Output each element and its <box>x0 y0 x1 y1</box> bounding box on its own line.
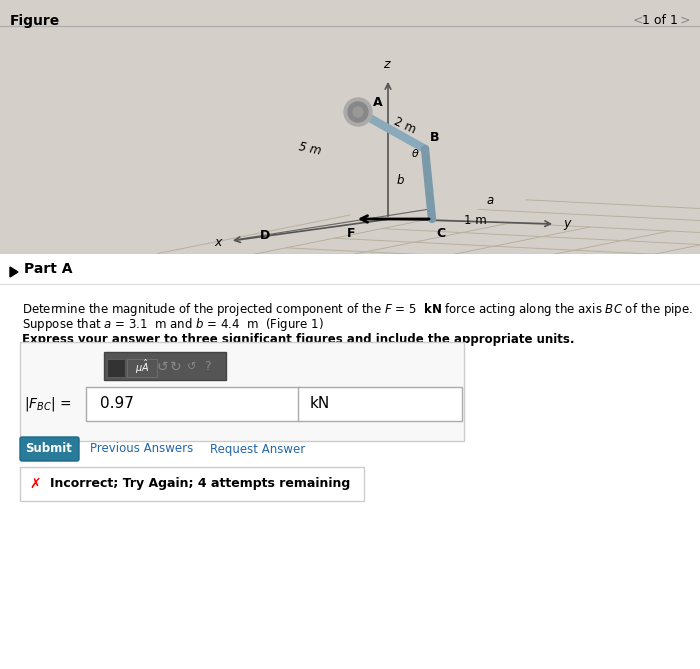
Text: b: b <box>396 175 404 187</box>
Circle shape <box>348 102 368 122</box>
Text: ?: ? <box>204 361 210 373</box>
FancyBboxPatch shape <box>0 254 700 669</box>
Text: y: y <box>563 217 570 231</box>
Text: z: z <box>383 58 389 71</box>
Text: Part A: Part A <box>24 262 73 276</box>
Text: A: A <box>373 96 383 109</box>
Polygon shape <box>10 267 18 277</box>
Text: ↺: ↺ <box>188 362 197 372</box>
Text: ↻: ↻ <box>170 360 182 374</box>
FancyBboxPatch shape <box>20 437 79 461</box>
Text: $|F_{BC}|$ =: $|F_{BC}|$ = <box>24 395 71 413</box>
Text: D: D <box>260 229 270 242</box>
FancyBboxPatch shape <box>20 467 364 501</box>
Text: Request Answer: Request Answer <box>210 442 305 456</box>
Text: B: B <box>430 131 440 144</box>
Text: Previous Answers: Previous Answers <box>90 442 193 456</box>
Text: Express your answer to three significant figures and include the appropriate uni: Express your answer to three significant… <box>22 333 575 346</box>
Text: 5 m: 5 m <box>298 140 323 158</box>
Text: 1 m: 1 m <box>464 215 486 227</box>
Text: kN: kN <box>310 397 330 411</box>
Text: ↺: ↺ <box>156 360 168 374</box>
Text: Figure: Figure <box>10 14 60 28</box>
FancyBboxPatch shape <box>107 359 125 377</box>
Text: <: < <box>633 14 643 27</box>
Text: Determine the magnitude of the projected component of the $F$ = 5  $\bf{kN}$ for: Determine the magnitude of the projected… <box>22 301 693 318</box>
Text: 0.97: 0.97 <box>100 397 134 411</box>
Text: x: x <box>215 237 222 250</box>
Circle shape <box>344 98 372 126</box>
FancyBboxPatch shape <box>127 359 157 377</box>
Text: ✗: ✗ <box>29 477 41 491</box>
Text: a: a <box>486 195 493 207</box>
FancyBboxPatch shape <box>298 387 462 421</box>
Text: Incorrect; Try Again; 4 attempts remaining: Incorrect; Try Again; 4 attempts remaini… <box>50 478 350 490</box>
Text: >: > <box>680 14 690 27</box>
Text: Submit: Submit <box>26 442 72 456</box>
Circle shape <box>353 107 363 117</box>
Text: Suppose that $a$ = 3.1  m and $b$ = 4.4  m  (Figure 1): Suppose that $a$ = 3.1 m and $b$ = 4.4 m… <box>22 316 323 333</box>
Text: 2 m: 2 m <box>392 115 418 136</box>
FancyBboxPatch shape <box>20 342 464 441</box>
Text: $\mu\hat{A}$: $\mu\hat{A}$ <box>135 358 149 376</box>
Text: C: C <box>436 227 445 240</box>
FancyBboxPatch shape <box>104 352 226 380</box>
Text: F: F <box>346 227 355 240</box>
Text: 1 of 1: 1 of 1 <box>642 14 678 27</box>
Text: θ: θ <box>412 149 419 159</box>
FancyBboxPatch shape <box>86 387 300 421</box>
